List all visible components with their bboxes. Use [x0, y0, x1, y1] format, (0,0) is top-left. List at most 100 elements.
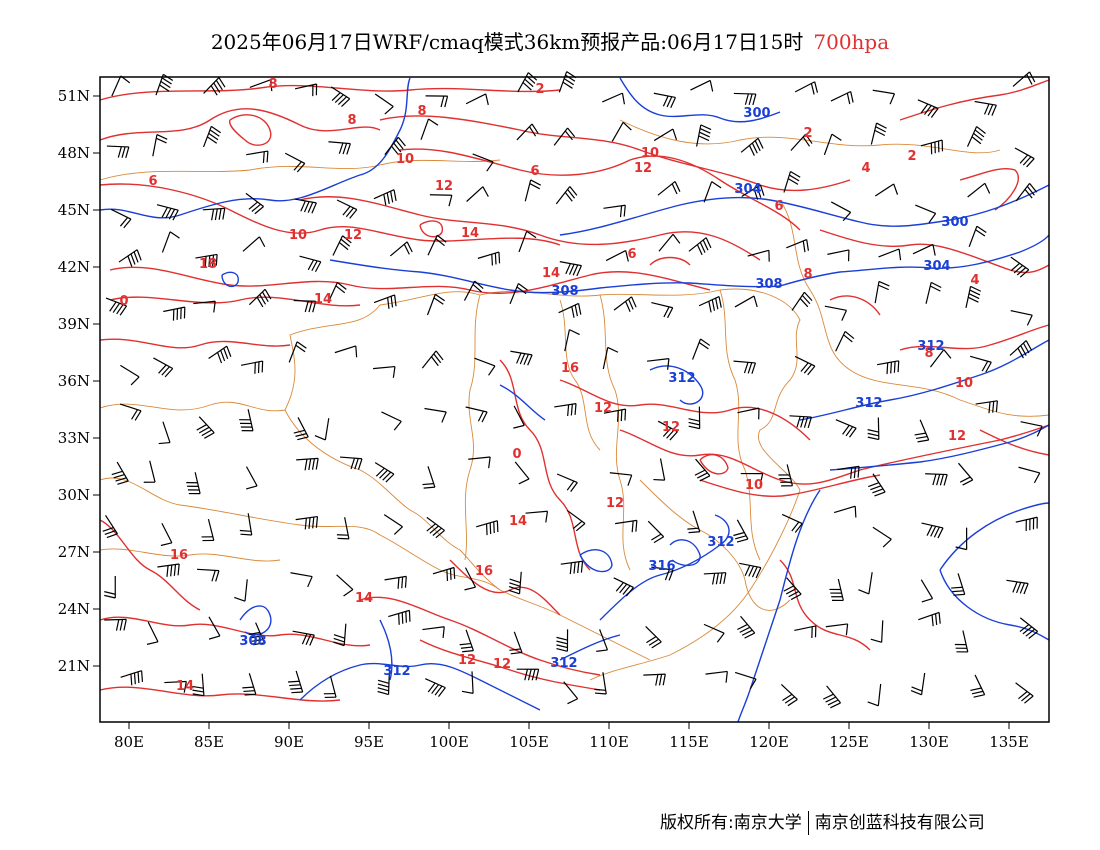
wind-barb	[422, 466, 436, 489]
wind-barb	[432, 566, 456, 581]
lat-tick-label: 51N	[58, 87, 90, 105]
wind-barb	[554, 403, 577, 417]
wind-barb	[240, 360, 264, 374]
wind-barb	[339, 456, 363, 470]
wind-barb	[556, 629, 569, 652]
lon-tick-label: 80E	[114, 733, 144, 751]
temperature-contour	[99, 519, 201, 611]
temperature-contour	[699, 454, 729, 475]
geopotential-label: 304	[734, 182, 761, 197]
wind-barb	[157, 563, 180, 577]
lat-tick-label: 27N	[58, 543, 90, 561]
wind-barb	[966, 126, 986, 147]
geopotential-contour	[669, 539, 701, 567]
temperature-contour	[979, 429, 1050, 456]
temperature-contour	[419, 639, 601, 691]
temperature-label: 12	[493, 657, 511, 672]
wind-barb	[245, 192, 264, 215]
wind-barb	[294, 83, 318, 97]
geopotential-contour	[221, 271, 239, 288]
temperature-label: 18	[199, 257, 217, 272]
wind-barb	[603, 204, 626, 218]
wind-barb	[974, 100, 997, 116]
geopotential-label: 308	[551, 284, 578, 299]
boundary-line	[589, 489, 801, 681]
wind-barb	[970, 674, 986, 698]
copyright-left: 版权所有:南京大学	[660, 813, 802, 833]
lat-tick-label: 48N	[58, 144, 90, 162]
temperature-label: 10	[396, 152, 414, 167]
wind-barb	[459, 629, 474, 653]
wind-barb	[740, 137, 764, 156]
geopotential-label: 304	[923, 259, 950, 274]
wind-barb	[202, 125, 222, 148]
geopotential-contour	[737, 489, 821, 723]
wind-barb	[422, 626, 445, 639]
geopotential-contour	[559, 634, 621, 661]
map-axes: 80E 85E 90E 95E 100E 105E 110E 115E 120E 125E 130E…	[58, 87, 1029, 751]
wind-barb	[424, 407, 447, 423]
temperature-contour	[899, 79, 1050, 121]
temperature-contour	[649, 256, 691, 266]
wind-barb	[242, 236, 266, 252]
wind-barb	[120, 670, 144, 686]
wind-barb	[203, 77, 226, 96]
wind-barb	[1015, 183, 1038, 202]
wind-barb	[876, 360, 900, 375]
wind-barb	[878, 248, 902, 261]
wind-barb	[605, 250, 629, 262]
geopotential-contour	[99, 77, 411, 219]
wind-barb	[186, 472, 201, 495]
temperature-label: 6	[774, 199, 783, 214]
geopotential-label: 308	[239, 634, 266, 649]
wind-barb	[383, 514, 403, 535]
temperature-contour	[99, 338, 291, 349]
wind-barb	[647, 358, 670, 370]
wind-barb	[509, 631, 523, 655]
wind-barb	[111, 75, 131, 97]
geopotential-contour	[649, 365, 704, 405]
wind-barb	[158, 421, 171, 445]
wind-barb	[833, 505, 857, 518]
temperature-label: 0	[512, 447, 521, 462]
wind-barb	[868, 473, 886, 497]
title-text: 2025年06月17日WRF/cmaq模式36km预报产品:06月17日15时	[210, 30, 804, 54]
wind-barb	[783, 170, 801, 193]
wind-barb	[425, 95, 449, 108]
temperature-contour	[959, 168, 1019, 211]
wind-barb	[465, 406, 488, 423]
temperature-label: 8	[803, 267, 812, 282]
geopotential-contour	[299, 662, 541, 711]
wind-barb	[245, 466, 258, 490]
wind-barb	[164, 680, 187, 693]
wind-barb	[733, 92, 757, 106]
wind-barb	[791, 291, 813, 311]
wind-barb	[465, 93, 489, 106]
temperature-label: 16	[170, 548, 188, 563]
wind-barb	[653, 128, 678, 142]
wind-barb	[193, 300, 216, 313]
wind-barb	[611, 121, 632, 142]
wind-barb	[559, 261, 582, 277]
wind-barb	[643, 673, 666, 686]
wind-barb	[560, 560, 584, 575]
wind-barb	[524, 179, 541, 202]
wind-barb	[872, 526, 892, 548]
wind-barb	[703, 572, 727, 585]
temperature-contour	[99, 84, 561, 101]
wind-barb	[870, 122, 887, 145]
wind-barb	[657, 180, 681, 196]
wind-barb	[615, 519, 638, 533]
wind-barb	[783, 577, 802, 601]
wind-barb	[969, 355, 992, 373]
wind-barb	[653, 458, 666, 481]
geopotential-label: 316	[648, 559, 675, 574]
wind-barb	[516, 668, 540, 681]
lat-tick-label: 36N	[58, 372, 90, 390]
temperature-contour	[299, 196, 761, 261]
wind-barb	[920, 139, 944, 155]
wind-barb	[657, 420, 678, 441]
wind-barb	[377, 672, 390, 696]
boundary-line	[639, 479, 791, 611]
wind-barb	[692, 338, 711, 360]
